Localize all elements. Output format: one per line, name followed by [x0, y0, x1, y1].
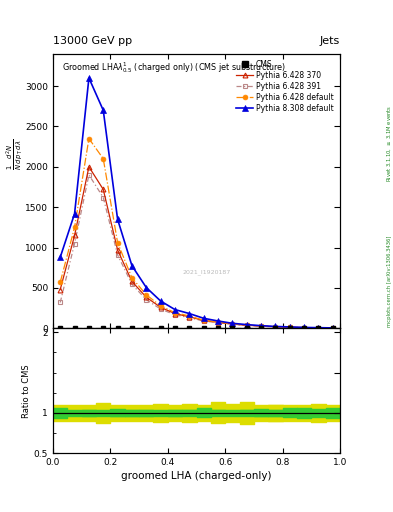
Pythia 6.428 391 [130, 281, 134, 287]
Pythia 8.308 default [144, 285, 149, 291]
Pythia 6.428 391 [331, 325, 335, 331]
Pythia 6.428 391 [273, 324, 278, 330]
Pythia 6.428 370 [187, 314, 192, 320]
Pythia 8.308 default [302, 325, 307, 331]
Pythia 8.308 default [259, 323, 263, 329]
Pythia 8.308 default [115, 216, 120, 222]
Pythia 6.428 default [115, 240, 120, 246]
Pythia 6.428 default [130, 275, 134, 281]
Pythia 6.428 default [273, 324, 278, 330]
Pythia 6.428 default [158, 303, 163, 309]
Pythia 8.308 default [273, 324, 278, 330]
Pythia 8.308 default [86, 75, 91, 81]
Text: 13000 GeV pp: 13000 GeV pp [53, 36, 132, 46]
Pythia 6.428 370 [273, 324, 278, 330]
Line: Pythia 6.428 370: Pythia 6.428 370 [58, 164, 335, 330]
Pythia 6.428 391 [244, 323, 249, 329]
Pythia 6.428 default [244, 322, 249, 328]
Pythia 6.428 default [216, 319, 220, 325]
Pythia 6.428 370 [302, 325, 307, 331]
Legend: CMS, Pythia 6.428 370, Pythia 6.428 391, Pythia 6.428 default, Pythia 8.308 defa: CMS, Pythia 6.428 370, Pythia 6.428 391,… [234, 57, 336, 115]
Text: Groomed LHA$\lambda^{1}_{0.5}$ (charged only) (CMS jet substructure): Groomed LHA$\lambda^{1}_{0.5}$ (charged … [62, 60, 286, 75]
Pythia 8.308 default [173, 307, 177, 313]
Pythia 6.428 391 [158, 306, 163, 312]
Pythia 6.428 370 [230, 321, 235, 327]
Pythia 6.428 370 [115, 247, 120, 253]
Pythia 6.428 default [201, 317, 206, 323]
Pythia 6.428 391 [115, 252, 120, 258]
Pythia 6.428 391 [58, 300, 62, 306]
Pythia 6.428 default [58, 279, 62, 285]
Pythia 8.308 default [130, 263, 134, 269]
Text: $\frac{1}{N}\frac{d^{2}N}{d\,p_{\mathrm{T}}\,d\,\lambda}$: $\frac{1}{N}\frac{d^{2}N}{d\,p_{\mathrm{… [4, 138, 25, 169]
Pythia 8.308 default [216, 318, 220, 324]
Pythia 6.428 391 [230, 322, 235, 328]
Pythia 6.428 391 [216, 319, 220, 326]
Pythia 6.428 370 [101, 186, 106, 193]
Pythia 6.428 391 [187, 314, 192, 321]
Pythia 6.428 370 [287, 324, 292, 330]
Pythia 6.428 default [230, 321, 235, 327]
Text: mcplots.cern.ch [arXiv:1306.3436]: mcplots.cern.ch [arXiv:1306.3436] [387, 236, 391, 327]
Pythia 6.428 370 [58, 287, 62, 293]
Pythia 6.428 370 [158, 304, 163, 310]
Line: Pythia 6.428 default: Pythia 6.428 default [58, 136, 335, 330]
Pythia 8.308 default [287, 324, 292, 330]
Pythia 6.428 370 [316, 325, 321, 331]
Pythia 6.428 370 [331, 325, 335, 331]
Text: Rivet 3.1.10, $\geq$ 3.1M events: Rivet 3.1.10, $\geq$ 3.1M events [385, 105, 393, 182]
Pythia 8.308 default [158, 298, 163, 304]
Pythia 6.428 391 [101, 195, 106, 201]
Y-axis label: Ratio to CMS: Ratio to CMS [22, 364, 31, 417]
Line: Pythia 6.428 391: Pythia 6.428 391 [58, 173, 335, 330]
Pythia 8.308 default [230, 320, 235, 326]
Pythia 6.428 default [287, 324, 292, 330]
Pythia 6.428 370 [86, 164, 91, 170]
Pythia 6.428 391 [72, 241, 77, 247]
Pythia 6.428 391 [316, 325, 321, 331]
Pythia 8.308 default [58, 254, 62, 260]
Pythia 6.428 391 [259, 323, 263, 329]
Pythia 6.428 default [331, 325, 335, 331]
Pythia 6.428 370 [201, 317, 206, 324]
Text: 2021_I1920187: 2021_I1920187 [182, 269, 230, 275]
Pythia 6.428 370 [244, 322, 249, 328]
Pythia 8.308 default [101, 107, 106, 113]
Pythia 6.428 default [302, 325, 307, 331]
Pythia 8.308 default [201, 315, 206, 322]
Pythia 6.428 370 [259, 323, 263, 329]
X-axis label: groomed LHA (charged-only): groomed LHA (charged-only) [121, 471, 272, 481]
Pythia 6.428 default [187, 313, 192, 319]
Pythia 8.308 default [72, 210, 77, 217]
Pythia 8.308 default [187, 310, 192, 316]
Pythia 6.428 default [259, 323, 263, 329]
Pythia 6.428 370 [72, 232, 77, 239]
Line: Pythia 8.308 default: Pythia 8.308 default [57, 75, 336, 331]
Pythia 6.428 default [144, 292, 149, 298]
Bar [53, 405, 340, 421]
Pythia 6.428 391 [173, 312, 177, 318]
Pythia 6.428 default [101, 156, 106, 162]
Pythia 8.308 default [244, 322, 249, 328]
Pythia 6.428 default [72, 224, 77, 230]
Pythia 6.428 370 [144, 294, 149, 301]
Pythia 8.308 default [316, 325, 321, 331]
Pythia 8.308 default [331, 325, 335, 331]
Pythia 6.428 391 [144, 296, 149, 303]
Pythia 6.428 391 [201, 318, 206, 324]
Text: Jets: Jets [320, 36, 340, 46]
Pythia 6.428 370 [216, 319, 220, 325]
Pythia 6.428 391 [287, 324, 292, 330]
Pythia 6.428 default [86, 136, 91, 142]
Pythia 6.428 391 [302, 325, 307, 331]
Pythia 6.428 391 [86, 172, 91, 178]
Pythia 6.428 370 [173, 311, 177, 317]
Pythia 6.428 370 [130, 279, 134, 285]
Pythia 6.428 default [316, 325, 321, 331]
Pythia 6.428 default [173, 310, 177, 316]
Bar [53, 410, 340, 416]
